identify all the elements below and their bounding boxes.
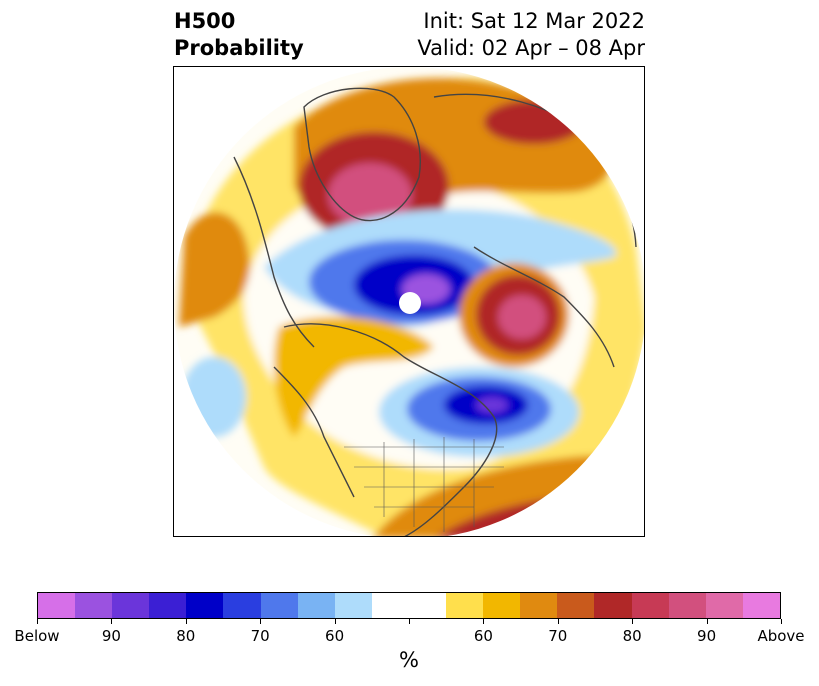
colorbar-swatch [38,593,76,618]
anomaly-right-pink [498,295,546,339]
us-state-borders [344,437,504,532]
colorbar-tick [37,619,38,624]
title-left: H500 Probability [174,8,304,62]
colorbar-tick-label: Above [757,627,805,645]
colorbar-swatch [334,593,372,618]
colorbar-swatch [594,593,632,618]
colorbar-swatch [371,593,409,618]
colorbar-tick-label: 60 [473,627,493,645]
anomaly-left-orange [179,212,250,327]
map-panel [173,66,645,537]
colorbar-swatch [297,593,335,618]
colorbar-swatch [557,593,595,618]
colorbar-swatch [668,593,706,618]
colorbar-swatch [483,593,521,618]
colorbar-swatch [520,593,558,618]
colorbar-tick-label: 70 [548,627,568,645]
anomaly-topright-red [484,100,584,144]
init-date: Init: Sat 12 Mar 2022 [423,9,645,33]
colorbar-tick-label: 80 [176,627,196,645]
title-variable: H500 [174,9,236,33]
colorbar-swatch [186,593,224,618]
colorbar-tick [334,619,336,624]
colorbar-swatch [75,593,113,618]
colorbar-tick [185,619,187,624]
pole-marker [399,292,421,314]
colorbar-swatch [408,593,447,618]
colorbar-tick [260,619,262,624]
colorbar [37,592,781,619]
anomaly-lower-purple [476,397,508,413]
coastline-north-america [283,323,498,536]
valid-range: Valid: 02 Apr – 08 Apr [417,36,645,60]
colorbar-swatch [149,593,187,618]
colorbar-tick-label: 60 [325,627,345,645]
coastline-asia-east [233,156,315,348]
colorbar-tick [781,619,782,624]
anomaly-pacific-light-blue [182,357,246,437]
colorbar-swatch [631,593,669,618]
colorbar-tick [557,619,559,624]
colorbar-swatch [260,593,298,618]
coastline-greenland [303,87,421,222]
colorbar-swatch [705,593,743,618]
colorbar-unit: % [399,648,419,672]
probability-map [174,67,644,536]
colorbar-swatch [742,593,780,618]
anomaly-top-pink [328,163,412,227]
title-right: Init: Sat 12 Mar 2022 Valid: 02 Apr – 08… [417,8,645,62]
colorbar-tick [111,619,113,624]
colorbar-swatch [112,593,150,618]
colorbar-tick-label: 90 [697,627,717,645]
colorbar-tick-label: Below [14,627,60,645]
colorbar-tick-label: 80 [622,627,642,645]
colorbar-swatch [223,593,261,618]
coastline-pacific [273,366,355,498]
colorbar-tick-label: 90 [101,627,121,645]
colorbar-tick [483,619,485,624]
colorbar-tick [409,619,410,624]
colorbar-tick-label: 70 [250,627,270,645]
title-product: Probability [174,36,304,60]
colorbar-swatch [446,593,484,618]
colorbar-tick [632,619,634,624]
colorbar-tick [706,619,708,624]
